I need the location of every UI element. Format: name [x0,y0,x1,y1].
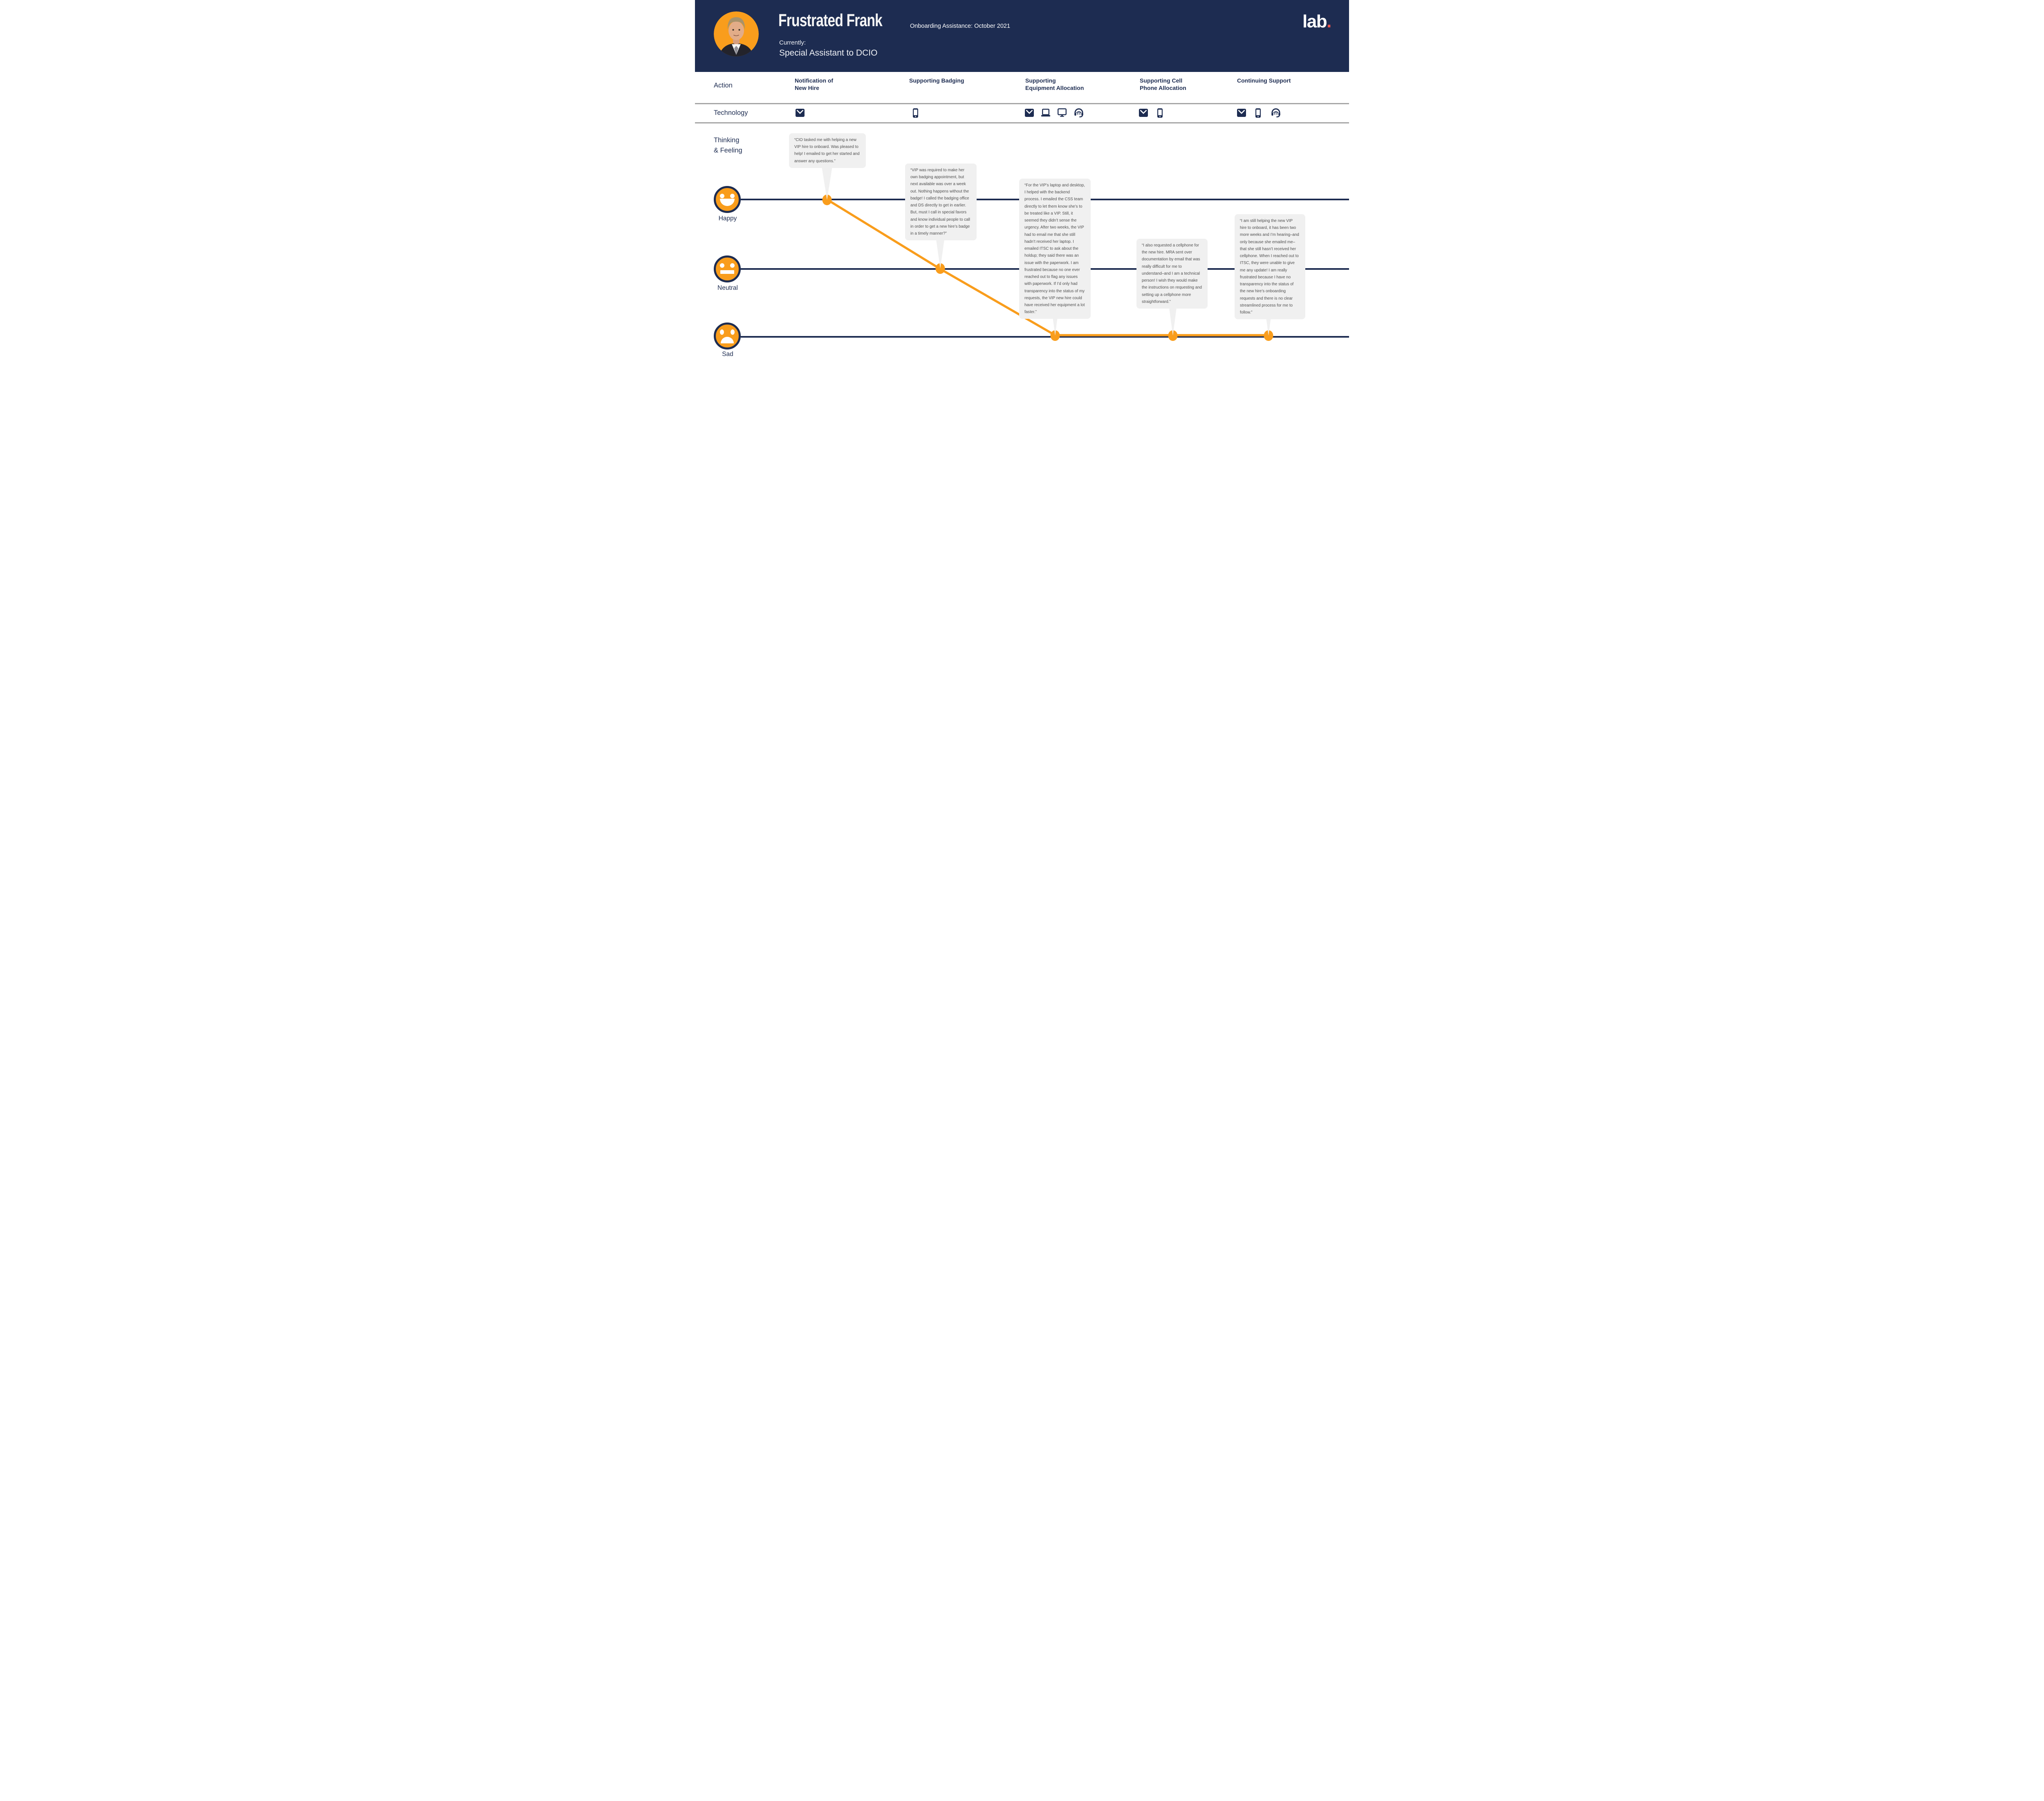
persona-header: Frustrated Frank Onboarding Assistance: … [695,0,1349,72]
row-label-technology: Technology [714,109,748,116]
happy-label: Happy [718,215,737,222]
logo-dot: . [1327,11,1331,31]
persona-role: Special Assistant to DCIO [779,48,878,58]
neutral-face-icon [714,255,741,282]
stage-title-cellphone: Supporting Cell Phone Allocation [1140,77,1186,91]
stage-title-equipment: Supporting Equipment Allocation [1025,77,1084,91]
quote-bubble-2: “VIP was required to make her own badgin… [905,164,977,241]
row-label-thinking-feeling: Thinking & Feeling [714,137,742,154]
persona-name: Frustrated Frank [778,11,883,30]
laptop-icon [1041,109,1051,117]
avatar [714,11,759,56]
stage-title-notification: Notification of New Hire [795,77,834,91]
quote-bubble-1: “CIO tasked me with helping a new VIP hi… [789,133,866,168]
bubble-tail-1 [822,166,832,200]
row-separator [695,122,1349,123]
email-icon [1025,109,1034,117]
currently-label: Currently: [779,39,806,46]
headset-icon [1074,108,1084,118]
email-icon [1139,109,1148,117]
stage-title-continuing: Continuing Support [1237,77,1291,84]
journey-map: Frustrated Frank Onboarding Assistance: … [695,0,1349,360]
email-icon [1237,109,1246,117]
smartphone-icon [913,108,918,118]
neutral-label: Neutral [717,284,738,291]
happy-face-icon [714,186,741,213]
smartphone-icon [1157,108,1163,118]
email-icon [796,109,805,117]
row-label-action: Action [714,82,733,89]
project-label: Onboarding Assistance: October 2021 [910,23,1011,29]
row-separator [695,103,1349,104]
headset-icon [1271,108,1281,118]
monitor-icon [1058,108,1067,117]
lab-logo: lab. [1302,11,1331,32]
persona-photo-icon [714,11,759,56]
quote-bubble-3: “For the VIP’s laptop and desktop, I hel… [1019,179,1091,319]
sad-face-icon [714,323,741,349]
smartphone-icon [1255,108,1261,118]
stage-title-badging: Supporting Badging [909,77,964,84]
quote-bubble-4: “I also requested a cellphone for the ne… [1136,239,1208,309]
logo-text: lab [1302,11,1327,31]
sad-label: Sad [722,351,733,358]
quote-bubble-5: “I am still helping the new VIP hire to … [1235,214,1305,320]
